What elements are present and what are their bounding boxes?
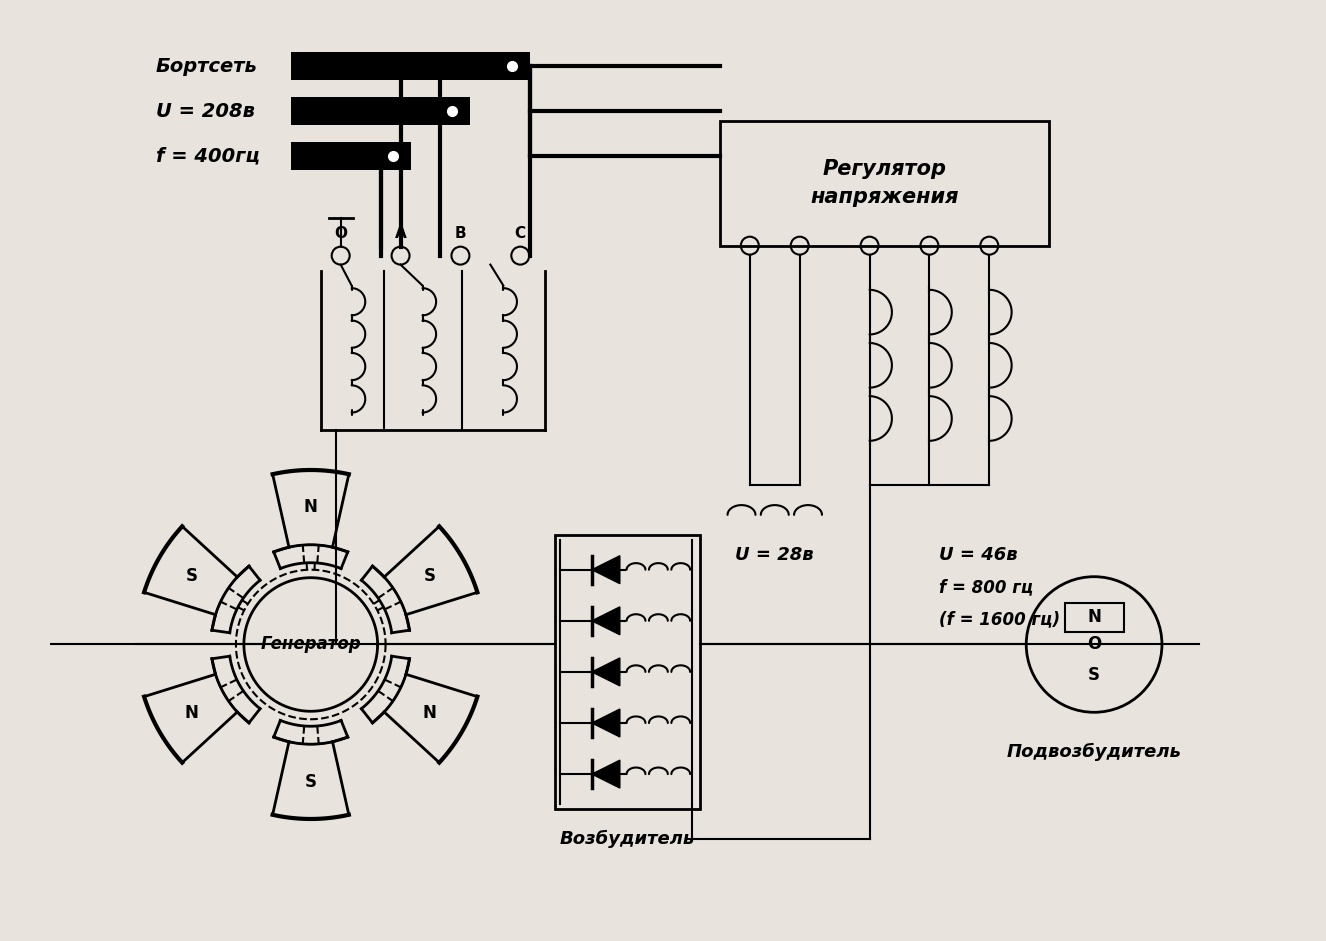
- Text: S: S: [1089, 666, 1101, 684]
- Text: f = 800 гц: f = 800 гц: [939, 579, 1034, 597]
- Text: S: S: [186, 566, 198, 585]
- FancyBboxPatch shape: [720, 121, 1049, 246]
- Text: Бортсеть: Бортсеть: [156, 56, 259, 75]
- Text: Подвозбудитель: Подвозбудитель: [1006, 743, 1181, 761]
- Text: O: O: [1087, 635, 1101, 653]
- Polygon shape: [591, 710, 619, 737]
- Polygon shape: [591, 607, 619, 635]
- Text: Регулятор
напряжения: Регулятор напряжения: [810, 159, 959, 207]
- Polygon shape: [591, 658, 619, 686]
- Bar: [290, 53, 530, 80]
- Text: U = 28в: U = 28в: [736, 546, 814, 564]
- Text: B: B: [455, 226, 467, 241]
- Text: Возбудитель: Возбудитель: [560, 830, 695, 848]
- Text: U = 46в: U = 46в: [939, 546, 1018, 564]
- Text: S: S: [423, 566, 435, 585]
- Text: N: N: [1087, 609, 1101, 627]
- Polygon shape: [591, 556, 619, 583]
- Bar: [290, 142, 411, 170]
- Text: C: C: [514, 226, 526, 241]
- Text: (f = 1600 гц): (f = 1600 гц): [939, 611, 1061, 629]
- FancyBboxPatch shape: [1065, 603, 1123, 631]
- Text: N: N: [423, 704, 436, 722]
- Text: Генератор: Генератор: [260, 635, 361, 653]
- Text: U = 208в: U = 208в: [156, 102, 255, 120]
- FancyBboxPatch shape: [556, 534, 700, 809]
- Text: S: S: [305, 773, 317, 790]
- Text: f = 400гц: f = 400гц: [156, 147, 260, 166]
- Bar: [290, 97, 471, 125]
- Text: N: N: [184, 704, 199, 722]
- Text: O: O: [334, 226, 347, 241]
- Text: N: N: [304, 499, 318, 517]
- Polygon shape: [591, 760, 619, 788]
- Text: A: A: [395, 226, 407, 241]
